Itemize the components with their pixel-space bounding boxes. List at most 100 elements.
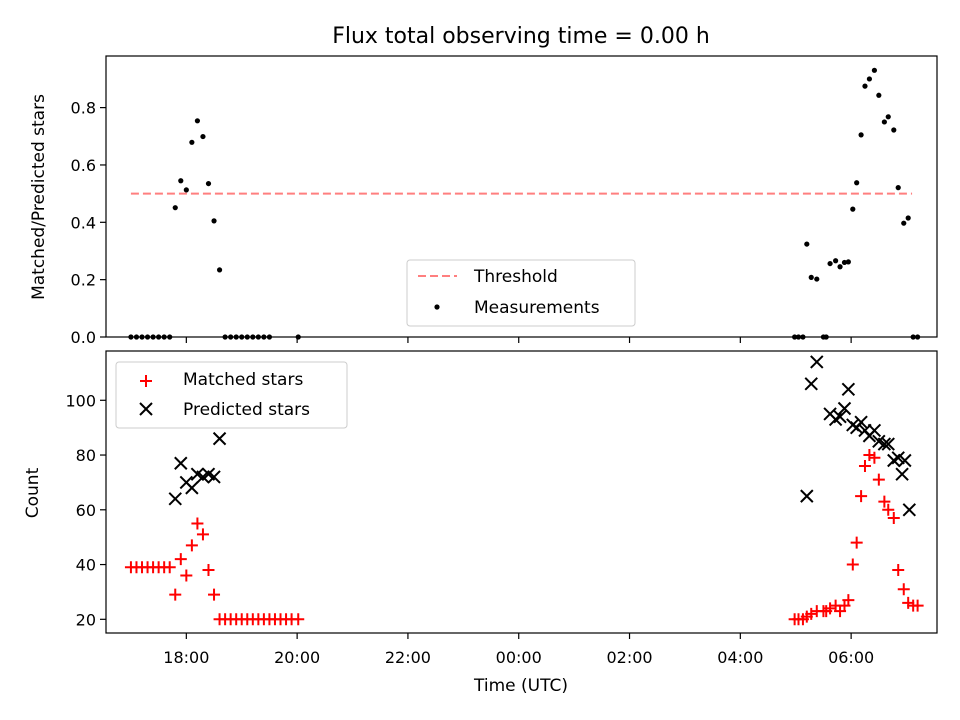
matched-star-point [872,473,885,486]
measurement-point [850,206,856,212]
bottom-panel-frame [105,350,938,634]
predicted-star-point [833,410,847,424]
matched-star-point [858,459,871,472]
measurement-point [194,118,201,124]
legend-measurements-label: Measurements [474,298,600,318]
top-panel-ticks: 0.0 0.2 0.4 0.6 0.8 [71,99,852,347]
predicted-star-point [895,467,909,481]
bottom-panel-ticks: 20 40 60 80 100 18:00 20:00 22:00 00:00 02:00 04:0… [65,391,874,667]
predicted-star-point [867,423,882,438]
y-tick-label: 0.0 [71,328,96,347]
matched-star-point [174,553,187,566]
predicted-star-point [837,401,852,416]
y-tick-label: 80 [76,446,96,465]
y-tick-label: 0.2 [71,271,96,290]
measurement-point [183,187,189,193]
measurement-point [901,220,907,226]
top-legend: Threshold Measurements [406,259,636,327]
bottom-panel: 20 40 60 80 100 18:00 20:00 22:00 00:00 02:00 04:0… [23,350,938,696]
predicted-star-point [168,492,182,506]
y-tick-label: 20 [76,610,96,629]
measurement-point [905,215,911,221]
matched-star-point [196,528,209,541]
y-tick-label: 100 [65,391,96,410]
predicted-star-point [902,503,917,517]
measurement-point [178,178,184,184]
measurement-point [871,67,877,73]
y-tick-label: 0.6 [71,156,96,175]
matched-star-point [208,588,221,601]
measurement-point [854,180,860,186]
y-tick-label: 40 [76,556,96,575]
measurement-point [216,267,223,273]
predicted-star-point [185,481,199,495]
x-tick-label: 22:00 [385,648,431,667]
x-tick-label: 06:00 [828,648,874,667]
predicted-star-point [810,355,824,369]
measurement-point [833,258,839,264]
legend-predicted-label: Predicted stars [183,400,310,420]
top-y-axis-label: Matched/Predicted stars [29,94,49,300]
predicted-star-point [800,489,814,503]
measurement-points-layer [128,67,921,340]
measurement-point [211,218,217,224]
x-tick-label: 00:00 [496,648,542,667]
matched-star-point [887,512,900,525]
legend-threshold-label: Threshold [473,267,558,287]
measurement-point [189,139,195,145]
matched-star-point [878,495,891,508]
measurement-point [808,274,814,280]
x-tick-label: 20:00 [274,648,320,667]
predicted-star-point [804,377,818,391]
legend-measurements-swatch [434,304,440,310]
predicted-star-point [854,415,868,429]
predicted-star-point [212,431,227,446]
measurement-point [895,185,901,191]
matched-star-point [855,490,868,503]
predicted-star-point [841,382,856,397]
matched-star-point [882,503,895,516]
count-points-layer [124,355,924,626]
matched-star-point [185,539,198,552]
y-tick-label: 0.4 [71,213,96,232]
top-panel: 0.00.20.40.60.8 Matched/Predicted stars … [29,55,938,347]
measurement-point [841,259,848,266]
legend-predicted-swatch [139,402,153,416]
measurement-point [837,264,843,270]
predicted-star-point [881,437,895,451]
measurement-point [866,76,873,82]
bottom-legend: Matched stars Predicted stars [115,361,348,429]
chart-title: Flux total observing time = 0.00 h [332,24,710,49]
measurement-point [205,180,212,187]
measurement-point [200,133,206,140]
matched-star-point [892,564,905,577]
top-legend-box [406,259,636,327]
matched-star-point [163,561,176,574]
top-panel-frame [105,55,938,338]
matched-star-point [191,517,204,530]
y-tick-label: 60 [76,501,96,520]
measurement-point [814,276,820,282]
matched-star-point [169,588,182,601]
measurement-point [891,127,897,133]
y-tick-label: 0.8 [71,99,96,118]
measurement-point [885,114,891,120]
measurement-point [881,119,887,125]
matched-star-point [911,599,924,612]
matched-star-point [292,613,305,626]
predicted-star-point [174,456,188,470]
measurement-point [827,260,833,267]
matched-star-point [805,607,818,620]
measurement-point [804,241,810,247]
matched-star-point [180,569,193,582]
matched-star-point [846,558,859,571]
predicted-star-point [898,453,912,468]
bottom-legend-box [115,361,348,429]
matched-star-point [897,583,910,596]
bottom-y-axis-label: Count [23,467,43,518]
measurement-point [845,259,851,265]
measurement-point [862,83,868,89]
predicted-star-point [877,437,892,451]
x-axis-label: Time (UTC) [473,676,568,696]
